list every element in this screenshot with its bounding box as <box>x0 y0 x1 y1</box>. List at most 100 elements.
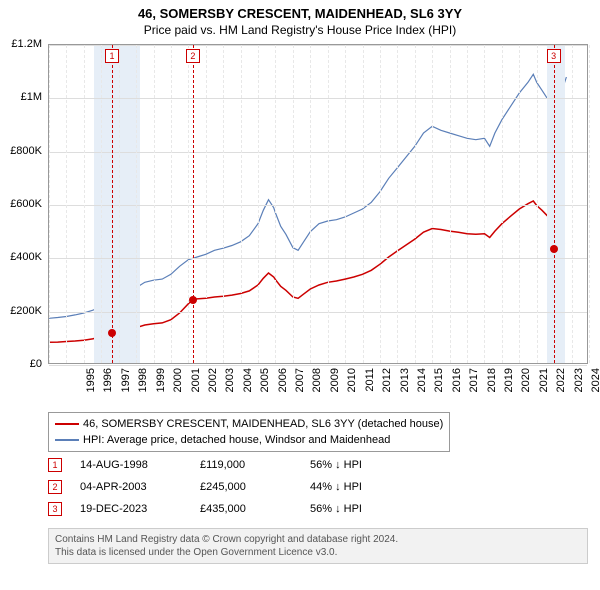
gridline-vertical <box>415 45 416 363</box>
gridline-vertical <box>206 45 207 363</box>
x-axis-label: 2019 <box>503 368 515 408</box>
x-axis-label: 1999 <box>155 368 167 408</box>
gridline-horizontal <box>49 365 587 366</box>
legend-row: HPI: Average price, detached house, Wind… <box>55 432 443 448</box>
gridline-vertical <box>397 45 398 363</box>
gridline-vertical <box>84 45 85 363</box>
x-axis-label: 2011 <box>364 368 376 408</box>
y-axis-label: £1M <box>0 91 42 103</box>
x-axis-label: 2004 <box>242 368 254 408</box>
x-axis-label: 2006 <box>277 368 289 408</box>
chart-title: 46, SOMERSBY CRESCENT, MAIDENHEAD, SL6 3… <box>0 0 600 21</box>
gridline-vertical <box>258 45 259 363</box>
x-axis-label: 1996 <box>102 368 114 408</box>
gridline-vertical <box>345 45 346 363</box>
x-axis-label: 2023 <box>573 368 585 408</box>
chart-plot-area: 123 <box>48 44 588 364</box>
marker-line <box>112 45 113 363</box>
legend-swatch <box>55 423 79 425</box>
chart-subtitle: Price paid vs. HM Land Registry's House … <box>0 21 600 41</box>
legend-label: 46, SOMERSBY CRESCENT, MAIDENHEAD, SL6 3… <box>83 418 443 430</box>
sale-events-table: 114-AUG-1998£119,00056% ↓ HPI204-APR-200… <box>48 454 362 520</box>
x-axis-label: 2015 <box>433 368 445 408</box>
legend-label: HPI: Average price, detached house, Wind… <box>83 434 390 446</box>
y-axis-label: £400K <box>0 251 42 263</box>
gridline-vertical <box>537 45 538 363</box>
shaded-band <box>547 45 564 363</box>
y-axis-label: £600K <box>0 198 42 210</box>
event-diff: 56% ↓ HPI <box>310 503 362 515</box>
x-axis-label: 2005 <box>259 368 271 408</box>
legend-swatch <box>55 439 79 441</box>
x-axis-label: 2024 <box>590 368 600 408</box>
gridline-vertical <box>154 45 155 363</box>
gridline-vertical <box>171 45 172 363</box>
y-axis-label: £0 <box>0 358 42 370</box>
x-axis-label: 2018 <box>486 368 498 408</box>
x-axis-label: 2002 <box>207 368 219 408</box>
x-axis-label: 2001 <box>190 368 202 408</box>
gridline-vertical <box>66 45 67 363</box>
gridline-vertical <box>275 45 276 363</box>
gridline-vertical <box>328 45 329 363</box>
gridline-vertical <box>363 45 364 363</box>
gridline-vertical <box>188 45 189 363</box>
event-date: 19-DEC-2023 <box>80 503 200 515</box>
chart-legend: 46, SOMERSBY CRESCENT, MAIDENHEAD, SL6 3… <box>48 412 450 452</box>
x-axis-label: 2014 <box>416 368 428 408</box>
gridline-vertical <box>484 45 485 363</box>
gridline-vertical <box>241 45 242 363</box>
sale-dot <box>189 296 197 304</box>
gridline-vertical <box>450 45 451 363</box>
x-axis-label: 2010 <box>346 368 358 408</box>
x-axis-label: 2000 <box>172 368 184 408</box>
marker-box: 1 <box>105 49 119 63</box>
x-axis-label: 2022 <box>555 368 567 408</box>
event-price: £435,000 <box>200 503 310 515</box>
gridline-horizontal <box>49 312 587 313</box>
gridline-vertical <box>49 45 50 363</box>
y-axis-label: £200K <box>0 305 42 317</box>
x-axis-label: 1998 <box>137 368 149 408</box>
gridline-vertical <box>293 45 294 363</box>
x-axis-label: 2007 <box>294 368 306 408</box>
gridline-vertical <box>380 45 381 363</box>
gridline-horizontal <box>49 205 587 206</box>
event-diff: 44% ↓ HPI <box>310 481 362 493</box>
x-axis-label: 2009 <box>329 368 341 408</box>
legend-row: 46, SOMERSBY CRESCENT, MAIDENHEAD, SL6 3… <box>55 416 443 432</box>
event-row: 114-AUG-1998£119,00056% ↓ HPI <box>48 454 362 476</box>
x-axis-label: 2012 <box>381 368 393 408</box>
gridline-vertical <box>432 45 433 363</box>
event-marker-box: 3 <box>48 502 62 516</box>
gridline-horizontal <box>49 45 587 46</box>
gridline-vertical <box>572 45 573 363</box>
event-marker-box: 1 <box>48 458 62 472</box>
footer-line-2: This data is licensed under the Open Gov… <box>55 546 581 559</box>
gridline-vertical <box>589 45 590 363</box>
gridline-vertical <box>119 45 120 363</box>
x-axis-label: 1997 <box>120 368 132 408</box>
event-diff: 56% ↓ HPI <box>310 459 362 471</box>
event-marker-box: 2 <box>48 480 62 494</box>
attribution-footer: Contains HM Land Registry data © Crown c… <box>48 528 588 564</box>
gridline-vertical <box>467 45 468 363</box>
marker-box: 3 <box>547 49 561 63</box>
event-row: 3 19-DEC-2023£435,00056% ↓ HPI <box>48 498 362 520</box>
event-date: 14-AUG-1998 <box>80 459 200 471</box>
event-date: 04-APR-2003 <box>80 481 200 493</box>
event-price: £245,000 <box>200 481 310 493</box>
gridline-vertical <box>101 45 102 363</box>
x-axis-label: 2013 <box>399 368 411 408</box>
y-axis-label: £1.2M <box>0 38 42 50</box>
x-axis-label: 2008 <box>311 368 323 408</box>
x-axis-label: 2016 <box>451 368 463 408</box>
gridline-horizontal <box>49 98 587 99</box>
x-axis-label: 1995 <box>85 368 97 408</box>
event-row: 2 04-APR-2003£245,00044% ↓ HPI <box>48 476 362 498</box>
gridline-vertical <box>502 45 503 363</box>
gridline-vertical <box>136 45 137 363</box>
gridline-vertical <box>223 45 224 363</box>
gridline-horizontal <box>49 258 587 259</box>
gridline-vertical <box>519 45 520 363</box>
